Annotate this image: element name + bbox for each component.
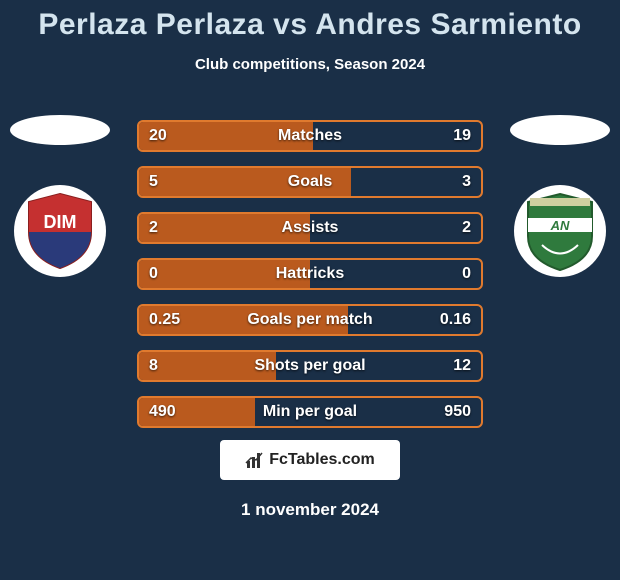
stat-row: 0.25 Goals per match 0.16 <box>137 304 483 336</box>
stat-left-value: 8 <box>149 357 158 375</box>
stat-right-value: 3 <box>462 173 471 191</box>
stat-label: Goals <box>288 173 332 191</box>
stat-right-value: 19 <box>453 127 471 145</box>
stat-row: 5 Goals 3 <box>137 166 483 198</box>
team-right-logo: AN <box>514 185 606 277</box>
chart-icon <box>245 450 265 470</box>
brand-logo[interactable]: FcTables.com <box>220 440 400 480</box>
stat-label: Matches <box>278 127 342 145</box>
team-left-block: DIM <box>0 115 120 277</box>
shield-text: AN <box>550 218 570 233</box>
stat-label: Shots per goal <box>254 357 365 375</box>
stats-panel: 20Matches195Goals32Assists20Hattricks00.… <box>137 120 483 428</box>
stat-left-value: 20 <box>149 127 167 145</box>
stat-row: 2 Assists 2 <box>137 212 483 244</box>
stat-right-value: 950 <box>444 403 471 421</box>
stat-left-value: 0 <box>149 265 158 283</box>
stat-left-value: 490 <box>149 403 176 421</box>
stat-row: 490 Min per goal 950 <box>137 396 483 428</box>
stat-label: Goals per match <box>247 311 372 329</box>
shield-text: DIM <box>44 212 77 232</box>
stat-left-value: 2 <box>149 219 158 237</box>
page-subtitle: Club competitions, Season 2024 <box>0 42 620 73</box>
brand-text: FcTables.com <box>269 451 375 469</box>
stat-right-value: 2 <box>462 219 471 237</box>
shield-icon: AN <box>522 190 598 272</box>
stat-left-value: 0.25 <box>149 311 180 329</box>
stat-label: Min per goal <box>263 403 357 421</box>
page-title: Perlaza Perlaza vs Andres Sarmiento <box>0 0 620 42</box>
stat-label: Assists <box>282 219 339 237</box>
footer-date: 1 november 2024 <box>0 500 620 520</box>
stat-left-value: 5 <box>149 173 158 191</box>
stat-row: 20 Matches 19 <box>137 120 483 152</box>
stat-right-value: 12 <box>453 357 471 375</box>
ellipse-decoration <box>10 115 110 145</box>
team-left-logo: DIM <box>14 185 106 277</box>
stat-row: 8 Shots per goal 12 <box>137 350 483 382</box>
stat-label: Hattricks <box>276 265 344 283</box>
team-right-block: AN <box>500 115 620 277</box>
stat-right-value: 0.16 <box>440 311 471 329</box>
stat-row: 0 Hattricks 0 <box>137 258 483 290</box>
ellipse-decoration <box>510 115 610 145</box>
shield-icon: DIM <box>25 192 95 270</box>
stat-right-value: 0 <box>462 265 471 283</box>
